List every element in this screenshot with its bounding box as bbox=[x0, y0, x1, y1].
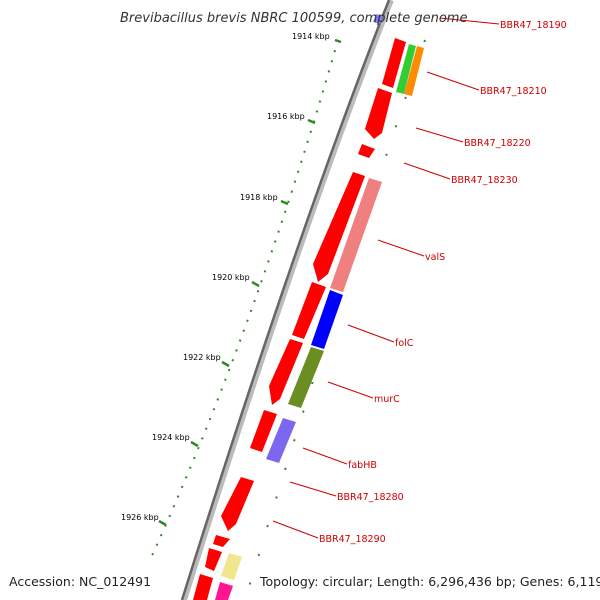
gene-block-green[interactable] bbox=[396, 44, 416, 94]
leader-line bbox=[377, 239, 425, 257]
gene-label-bbr47-18190[interactable]: BBR47_18190 bbox=[500, 20, 567, 31]
gene-label-fabhb[interactable]: fabHB bbox=[348, 460, 377, 471]
cds-feature[interactable] bbox=[221, 477, 254, 531]
gene-block-vals[interactable] bbox=[330, 178, 382, 292]
gene-label-bbr47-18280[interactable]: BBR47_18280 bbox=[337, 492, 404, 503]
leader-line bbox=[302, 447, 348, 465]
cds-feature[interactable] bbox=[365, 88, 392, 139]
map-title: Brevibacillus brevis NBRC 100599, comple… bbox=[120, 11, 467, 26]
gene-label-bbr47-18220[interactable]: BBR47_18220 bbox=[464, 138, 531, 149]
gene-label-bbr47-18290[interactable]: BBR47_18290 bbox=[319, 534, 386, 545]
cds-feature[interactable] bbox=[382, 38, 406, 88]
leader-line bbox=[439, 17, 500, 25]
cds-track bbox=[193, 38, 406, 600]
genome-backbone-line bbox=[180, 0, 391, 600]
gene-block-fabhb[interactable] bbox=[266, 418, 296, 463]
gene-label-bbr47-18230[interactable]: BBR47_18230 bbox=[451, 175, 518, 186]
cds-feature[interactable] bbox=[193, 574, 213, 600]
cds-feature[interactable] bbox=[213, 535, 230, 547]
accession-text: Accession: NC_012491 bbox=[9, 574, 151, 589]
scale-ticks bbox=[158, 38, 342, 527]
scale-label: 1918 kbp bbox=[240, 193, 278, 202]
gene-block-pink[interactable] bbox=[215, 582, 233, 600]
gene-label-folc[interactable]: folC bbox=[395, 338, 414, 349]
label-leaders bbox=[272, 17, 500, 539]
gene-block-folc[interactable] bbox=[311, 290, 343, 349]
scale-label: 1920 kbp bbox=[212, 273, 250, 282]
scale-tick bbox=[190, 440, 199, 448]
scale-tick bbox=[158, 519, 167, 527]
leader-line bbox=[347, 324, 395, 343]
leader-line bbox=[426, 71, 480, 91]
scale-label: 1922 kbp bbox=[183, 353, 221, 362]
gene-label-vals[interactable]: valS bbox=[425, 252, 445, 263]
leader-line bbox=[403, 162, 451, 180]
scale-label: 1926 kbp bbox=[121, 513, 159, 522]
gene-block-yellow[interactable] bbox=[221, 553, 242, 580]
cds-feature[interactable] bbox=[292, 282, 326, 339]
scale-labels: 1914 kbp 1916 kbp 1918 kbp 1920 kbp 1922… bbox=[121, 32, 330, 522]
gene-label-bbr47-18210[interactable]: BBR47_18210 bbox=[480, 86, 547, 97]
scale-label: 1924 kbp bbox=[152, 433, 190, 442]
genome-summary-text: Topology: circular; Length: 6,296,436 bp… bbox=[259, 574, 600, 589]
gene-block-bbr47-18190[interactable] bbox=[373, 14, 383, 24]
gene-block-murc[interactable] bbox=[288, 347, 324, 408]
cds-feature[interactable] bbox=[269, 339, 303, 405]
leader-line bbox=[272, 520, 319, 539]
gene-block-orange[interactable] bbox=[404, 46, 424, 96]
gene-track bbox=[215, 14, 424, 600]
scale-label: 1916 kbp bbox=[267, 112, 305, 121]
cds-feature[interactable] bbox=[313, 172, 365, 282]
genome-backbone bbox=[181, 0, 394, 600]
scale-tick bbox=[221, 360, 230, 368]
gene-label-murc[interactable]: murC bbox=[374, 394, 400, 405]
leader-line bbox=[415, 127, 464, 143]
scale-label: 1914 kbp bbox=[292, 32, 330, 41]
scale-tick bbox=[251, 280, 260, 288]
scale-tick bbox=[280, 199, 289, 206]
cds-feature[interactable] bbox=[205, 548, 222, 571]
cds-feature[interactable] bbox=[358, 144, 375, 158]
cds-feature[interactable] bbox=[250, 410, 277, 452]
scale-tick bbox=[307, 118, 316, 125]
scale-tick bbox=[334, 38, 342, 44]
gene-labels: BBR47_18190 BBR47_18210 BBR47_18220 BBR4… bbox=[319, 20, 567, 545]
leader-line bbox=[289, 481, 337, 497]
leader-line bbox=[327, 381, 374, 399]
